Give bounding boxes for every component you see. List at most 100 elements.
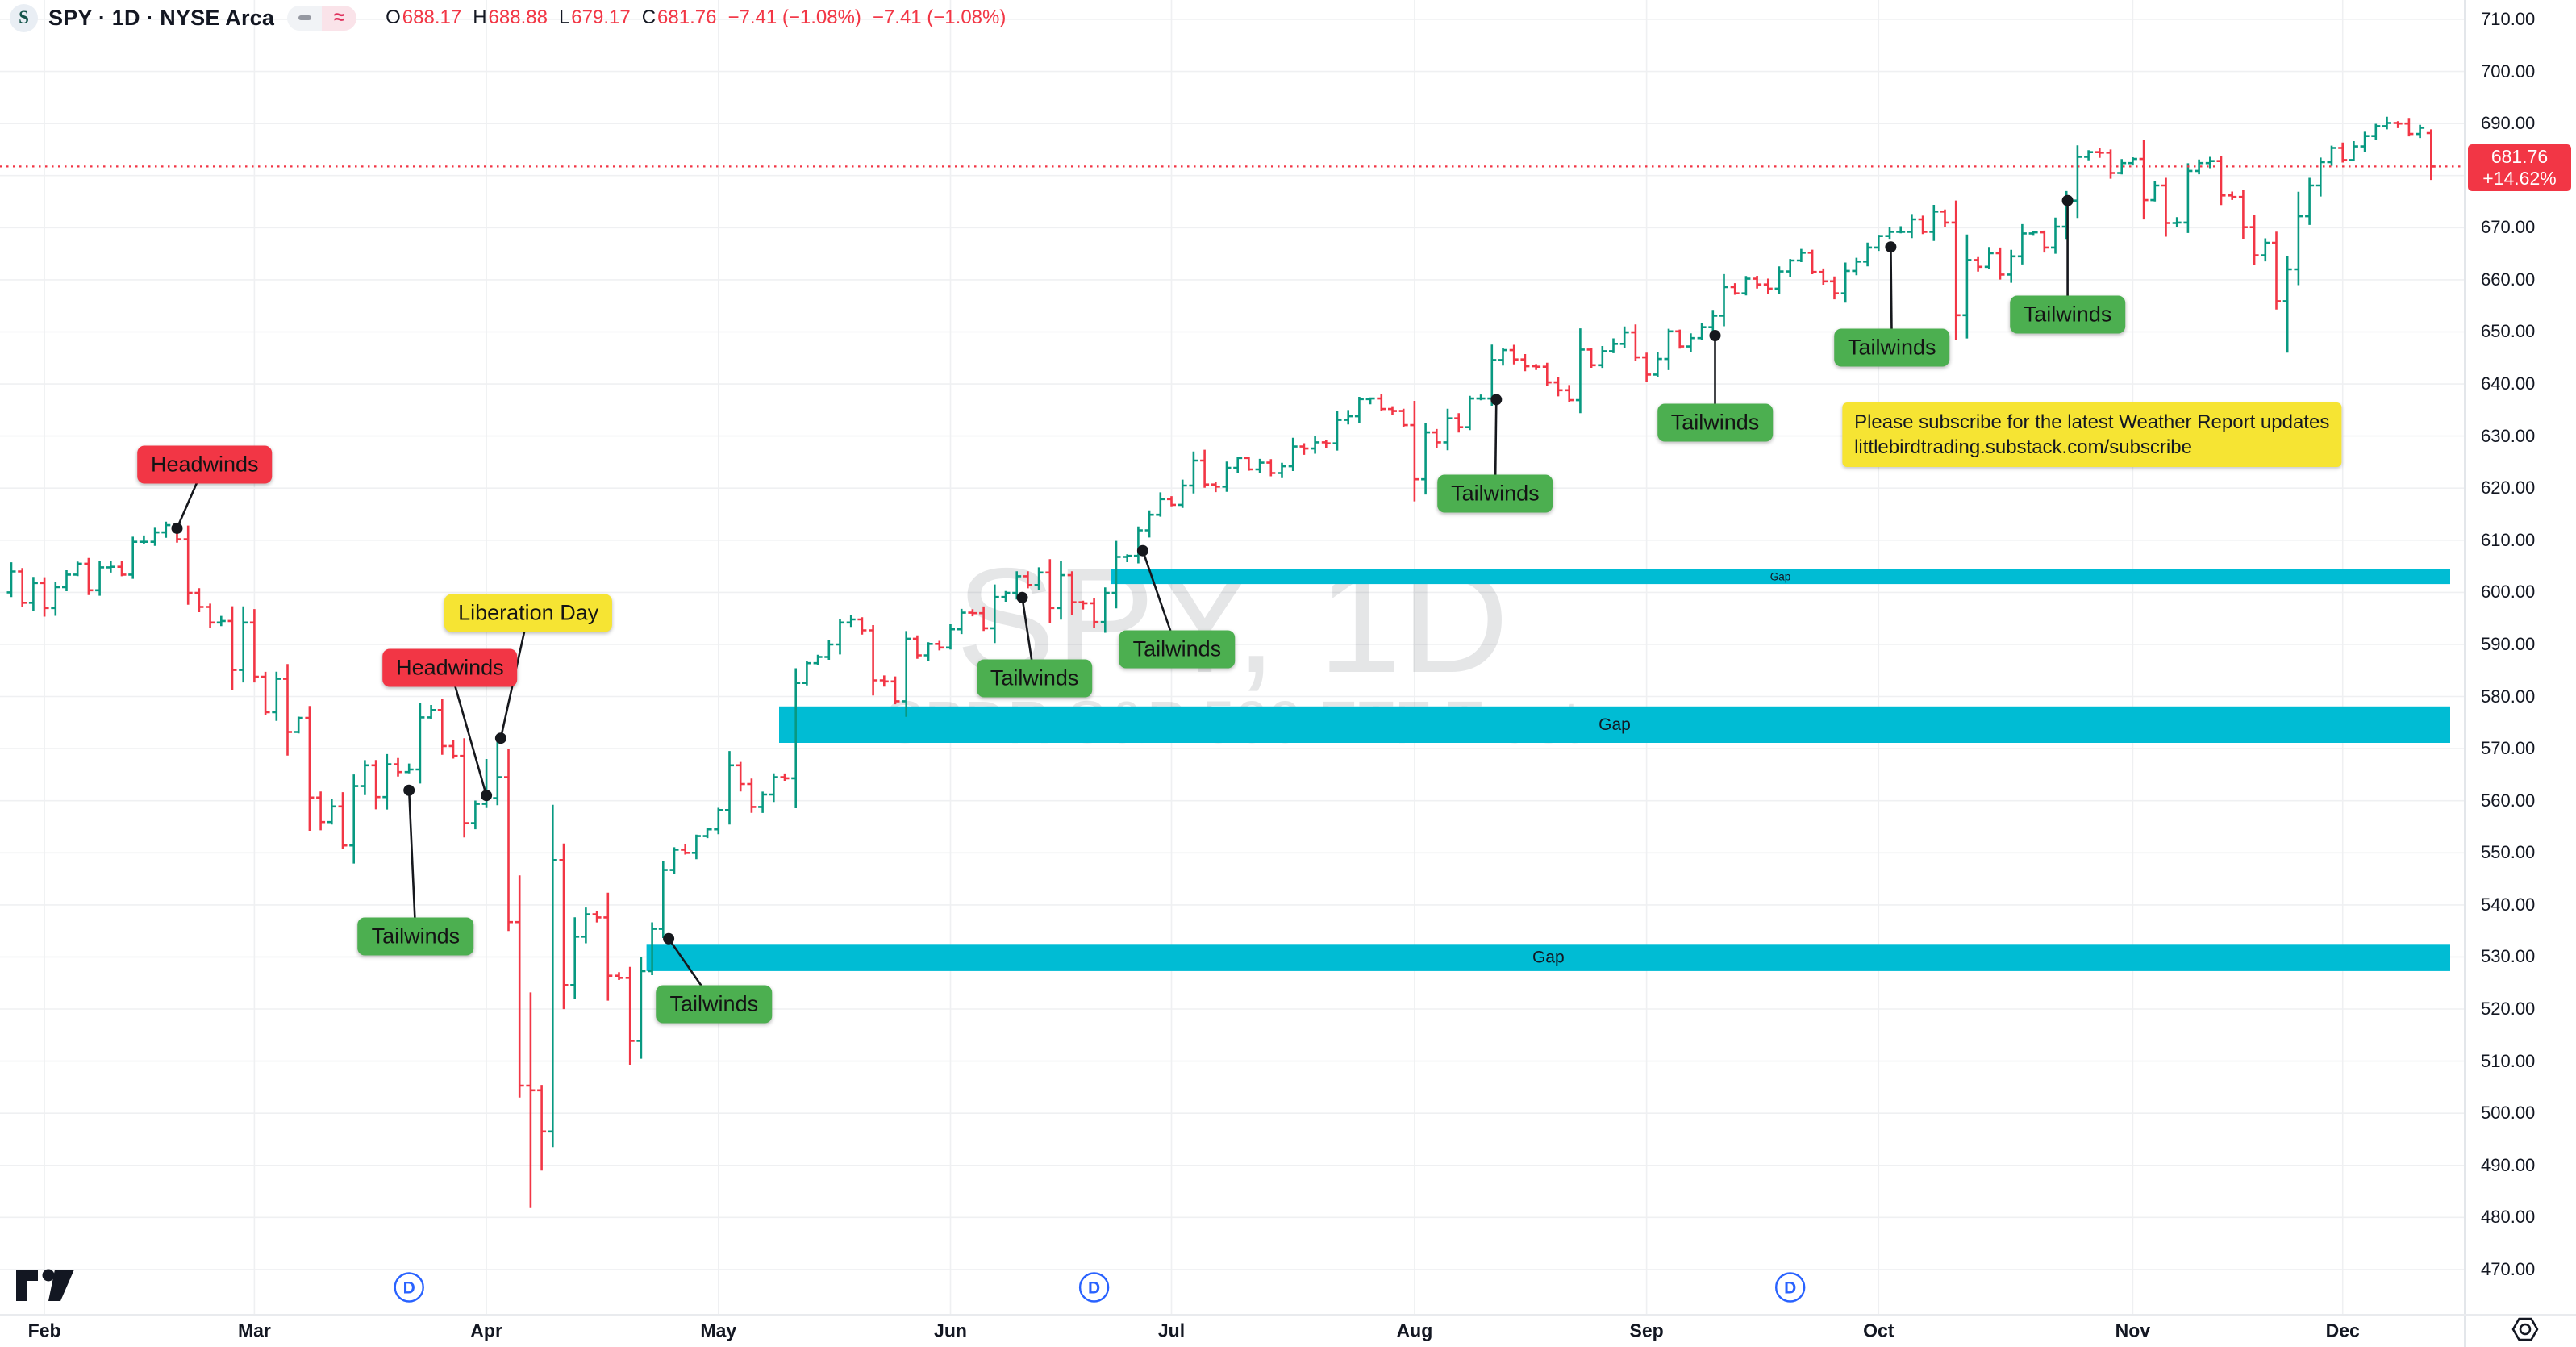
ohlc-bar xyxy=(128,536,138,579)
ohlc-bar xyxy=(1918,215,1928,235)
annotation-label[interactable]: Tailwinds xyxy=(1437,474,1553,513)
high-value: 688.88 xyxy=(488,6,548,28)
price-tick-label: 540.00 xyxy=(2481,894,2536,915)
ohlc-bar xyxy=(935,640,944,651)
ohlc-bar xyxy=(1730,283,1740,295)
month-label: Oct xyxy=(1863,1320,1894,1341)
ohlc-bar xyxy=(1609,338,1618,353)
ohlc-bar xyxy=(2294,191,2303,286)
ohlc-bar xyxy=(1365,397,1375,405)
ohlc-bar xyxy=(504,749,513,932)
ohlc-bar xyxy=(106,561,115,573)
ohlc-bar xyxy=(6,562,16,598)
ohlc-bar xyxy=(1354,397,1364,423)
price-tick-label: 550.00 xyxy=(2481,842,2536,863)
annotation-label[interactable]: Headwinds xyxy=(136,445,273,484)
dividend-marker[interactable]: D xyxy=(1078,1272,1110,1303)
ohlc-bar xyxy=(780,773,790,781)
ohlc-bar xyxy=(2040,230,2049,253)
ohlc-bar xyxy=(1509,344,1519,365)
ohlc-bar xyxy=(1200,449,1210,488)
ohlc-bar xyxy=(615,972,623,980)
price-tick-label: 690.00 xyxy=(2481,113,2536,134)
ohlc-bar xyxy=(1874,235,1883,252)
ohlc-bar xyxy=(1542,362,1552,386)
ohlc-bar xyxy=(1974,256,1983,272)
price-tick-label: 610.00 xyxy=(2481,529,2536,550)
symbol-title[interactable]: SPY · 1D · NYSE Arca xyxy=(48,5,275,30)
price-tick-label: 470.00 xyxy=(2481,1258,2536,1279)
ohlc-bar xyxy=(51,582,60,616)
ohlc-bar xyxy=(1863,242,1873,267)
ohlc-bar xyxy=(1995,247,2005,280)
annotation-label[interactable]: Tailwinds xyxy=(1833,328,1950,367)
ohlc-bar xyxy=(1189,451,1198,494)
ohlc-bar xyxy=(95,561,105,596)
last-price-badge[interactable]: 681.76 +14.62% xyxy=(2468,144,2571,191)
ohlc-bar xyxy=(316,791,326,831)
tradingview-logo[interactable] xyxy=(16,1269,74,1302)
delayed-data-segment[interactable]: ≈ xyxy=(322,5,357,31)
gap-zone[interactable] xyxy=(646,944,2450,971)
annotation-label[interactable]: Tailwinds xyxy=(357,917,474,956)
ohlc-bar xyxy=(1565,385,1574,402)
subscribe-note[interactable]: Please subscribe for the latest Weather … xyxy=(1842,402,2342,468)
annotation-label[interactable]: Headwinds xyxy=(382,648,518,687)
ohlc-bar xyxy=(791,668,801,808)
ohlc-bar xyxy=(1819,268,1828,285)
ohlc-bar xyxy=(2426,129,2436,181)
annotation-label[interactable]: Tailwinds xyxy=(656,985,773,1024)
ohlc-bar xyxy=(2272,231,2281,310)
annotation-label[interactable]: Tailwinds xyxy=(976,659,1093,698)
ohlc-bar xyxy=(581,907,590,944)
ohlc-bar xyxy=(1244,457,1253,471)
dividend-marker[interactable]: D xyxy=(1774,1272,1806,1303)
ohlc-bar xyxy=(1057,561,1065,620)
axis-settings-icon[interactable] xyxy=(2511,1317,2539,1341)
ohlc-bar xyxy=(1885,227,1894,240)
ohlc-bar xyxy=(990,584,999,644)
price-tick-label: 560.00 xyxy=(2481,790,2536,811)
annotation-label[interactable]: Tailwinds xyxy=(1657,403,1774,442)
ohlc-bar xyxy=(1719,273,1728,327)
ohlc-bar xyxy=(2028,231,2038,236)
symbol-logo-letter: S xyxy=(19,7,29,27)
ohlc-bar xyxy=(2128,157,2137,166)
annotation-label[interactable]: Tailwinds xyxy=(1119,630,1236,669)
gap-zone[interactable] xyxy=(1111,569,2450,585)
annotation-label[interactable]: Liberation Day xyxy=(444,594,613,632)
ohlc-bar xyxy=(769,773,778,803)
ohlc-bar xyxy=(84,557,94,595)
ohlc-bar xyxy=(1774,266,1784,294)
month-label: Dec xyxy=(2325,1320,2360,1341)
ohlc-bar xyxy=(603,892,613,1001)
price-tick-label: 520.00 xyxy=(2481,999,2536,1020)
annotation-callout-line xyxy=(448,667,488,796)
price-scale[interactable]: 710.00700.00690.00680.00670.00660.00650.… xyxy=(2465,0,2576,1315)
time-scale[interactable]: Feb Mar Apr May Jun Jul Aug Sep Oct Nov Dec xyxy=(0,1315,2576,1347)
ohlc-bar xyxy=(427,705,436,719)
ohlc-bar xyxy=(1598,346,1607,369)
ohlc-bar xyxy=(857,617,867,635)
bar-style-segment[interactable] xyxy=(287,5,323,31)
price-tick-label: 580.00 xyxy=(2481,686,2536,707)
market-status-pill[interactable]: ≈ xyxy=(287,5,357,31)
symbol-logo[interactable]: S xyxy=(10,3,38,32)
approx-icon: ≈ xyxy=(334,6,345,28)
annotation-label[interactable]: Tailwinds xyxy=(2009,295,2126,334)
ohlc-bar xyxy=(1697,323,1707,340)
price-tick-label: 600.00 xyxy=(2481,582,2536,603)
month-label: May xyxy=(700,1320,737,1341)
ohlc-bar xyxy=(239,606,248,683)
ohlc-bar xyxy=(117,561,127,577)
ohlc-bar xyxy=(1443,408,1453,451)
ohlc-bar xyxy=(1984,247,1994,269)
gap-zone[interactable] xyxy=(779,706,2450,743)
dividend-marker[interactable]: D xyxy=(394,1272,424,1303)
ohlc-bar xyxy=(669,847,679,874)
ohlc-bar xyxy=(2360,131,2370,152)
ohlc-bar xyxy=(2172,217,2182,227)
ohlc-bar xyxy=(161,521,171,538)
ohlc-bar xyxy=(2249,215,2259,265)
ohlc-bar xyxy=(2282,256,2292,353)
